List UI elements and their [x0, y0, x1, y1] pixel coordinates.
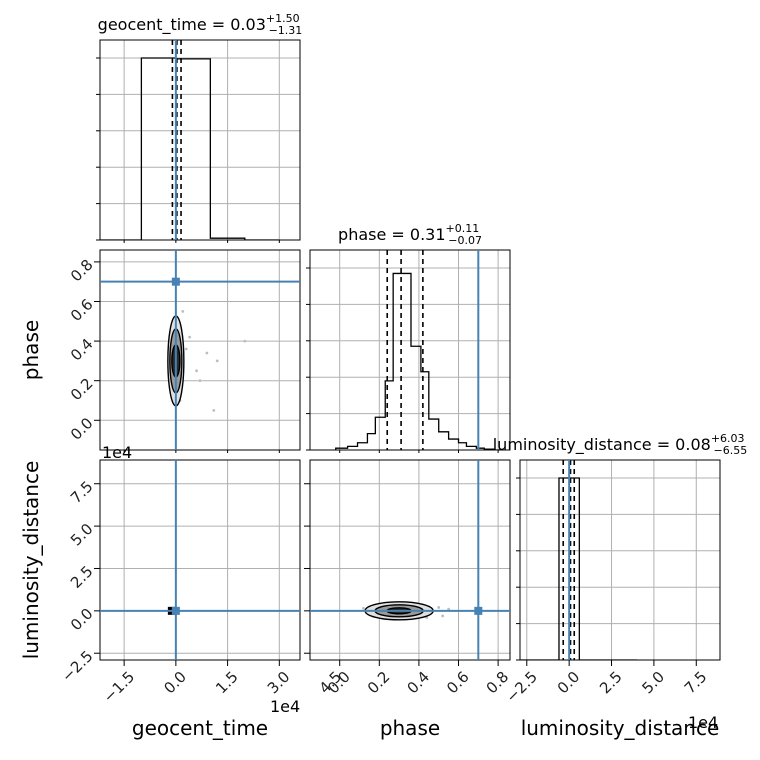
title-upper: +0.11 [446, 222, 480, 235]
y-axis-label-phase: phase [19, 320, 43, 380]
histogram-steps [100, 57, 280, 240]
truth-luminosity_distance-phase [310, 460, 510, 660]
sample-point [195, 369, 198, 373]
sample-point [441, 614, 445, 618]
sample-point [181, 309, 185, 313]
y-tick-label-luminosity_distance: 0.0 [67, 605, 97, 635]
title-lower: −6.55 [714, 444, 748, 457]
x-tick-label-luminosity_distance: 2.5 [596, 668, 626, 698]
x-tick-label-luminosity_distance: −2.5 [502, 668, 540, 706]
title-lower: −1.31 [269, 24, 303, 37]
sample-point [188, 335, 192, 339]
x-tick-label-luminosity_distance: 7.5 [681, 668, 711, 698]
sample-point [243, 339, 247, 343]
x-tick-label-luminosity_distance: 0.0 [554, 668, 584, 698]
title-luminosity_distance: luminosity_distance = 0.08+6.03 −6.55 [493, 432, 748, 457]
density-geocent_time-phase [167, 309, 247, 412]
panel-frame [99, 459, 301, 661]
y-tick-label-phase: 0.8 [67, 256, 97, 286]
x-axis-label-phase: phase [380, 716, 440, 740]
y-axis-label-luminosity_distance: luminosity_distance [19, 461, 43, 660]
truth-phase-geocent_time [100, 250, 300, 450]
sample-point [198, 379, 202, 383]
x-tick-label-phase: 0.2 [364, 668, 394, 698]
panel-luminosity_distance-geocent_time [94, 459, 301, 666]
title-upper: +6.03 [711, 432, 745, 445]
histogram-steps [335, 272, 503, 450]
histogram-luminosity_distance: luminosity_distance = 0.08+6.03 −6.55 [493, 432, 748, 660]
x-axis-label-luminosity_distance: luminosity_distance [521, 716, 720, 740]
x-tick-label-phase: 0.6 [443, 668, 473, 698]
title-lower: −0.07 [448, 234, 482, 247]
truth-marker [474, 606, 483, 615]
sample-point [212, 408, 216, 412]
y-tick-label-phase: 0.0 [67, 414, 97, 444]
histogram-phase: phase = 0.31+0.11 −0.07 [335, 222, 503, 450]
title-upper: +1.50 [266, 12, 300, 25]
truth-marker [171, 606, 180, 615]
histogram-geocent_time: geocent_time = 0.03+1.50 −1.31 [98, 12, 303, 240]
sample-point [215, 359, 219, 363]
y-tick-label-luminosity_distance: 5.0 [67, 520, 97, 550]
title-phase: phase = 0.31+0.11 −0.07 [338, 222, 482, 247]
title-text: luminosity_distance = 0.08 [493, 435, 711, 455]
x-multiplier-luminosity_distance: 1e4 [688, 713, 718, 732]
panel-frame [519, 459, 721, 661]
y-multiplier-luminosity_distance: 1e4 [102, 443, 132, 462]
panel-luminosity_distance-luminosity_distance [516, 459, 721, 666]
y-tick-label-luminosity_distance: −2.5 [58, 647, 96, 685]
x-tick-label-geocent_time: 0.0 [160, 668, 190, 698]
title-text: geocent_time = 0.03 [98, 15, 266, 35]
panel-frame [99, 39, 301, 241]
truth-marker [171, 277, 180, 286]
y-tick-label-luminosity_distance: 2.5 [67, 562, 97, 592]
truth-luminosity_distance-geocent_time [100, 460, 300, 660]
title-geocent_time: geocent_time = 0.03+1.50 −1.31 [98, 12, 303, 37]
sample-point [184, 347, 188, 351]
x-multiplier-geocent_time: 1e4 [270, 697, 300, 716]
x-tick-label-geocent_time: 3.0 [264, 668, 294, 698]
panel-phase-phase [306, 249, 511, 453]
sample-point [437, 606, 441, 609]
x-tick-label-phase: 0.4 [403, 668, 433, 698]
x-axis-label-geocent_time: geocent_time [132, 716, 268, 740]
y-tick-label-phase: 0.4 [67, 335, 97, 365]
sample-point [362, 606, 365, 610]
sample-point [205, 351, 209, 355]
density-content [167, 309, 247, 412]
panel-phase-geocent_time [94, 249, 301, 453]
title-text: phase = 0.31 [338, 225, 445, 244]
panel-geocent_time-geocent_time [96, 39, 301, 243]
x-tick-label-luminosity_distance: 5.0 [638, 668, 668, 698]
x-tick-label-geocent_time: 1.5 [212, 668, 242, 698]
panel-frame [309, 249, 511, 451]
y-tick-label-phase: 0.2 [67, 375, 97, 405]
y-tick-label-luminosity_distance: 7.5 [67, 478, 97, 508]
panel-frame [99, 249, 301, 451]
panel-frame [309, 459, 511, 661]
y-tick-label-phase: 0.6 [67, 295, 97, 325]
x-tick-label-geocent_time: −1.5 [100, 668, 138, 706]
